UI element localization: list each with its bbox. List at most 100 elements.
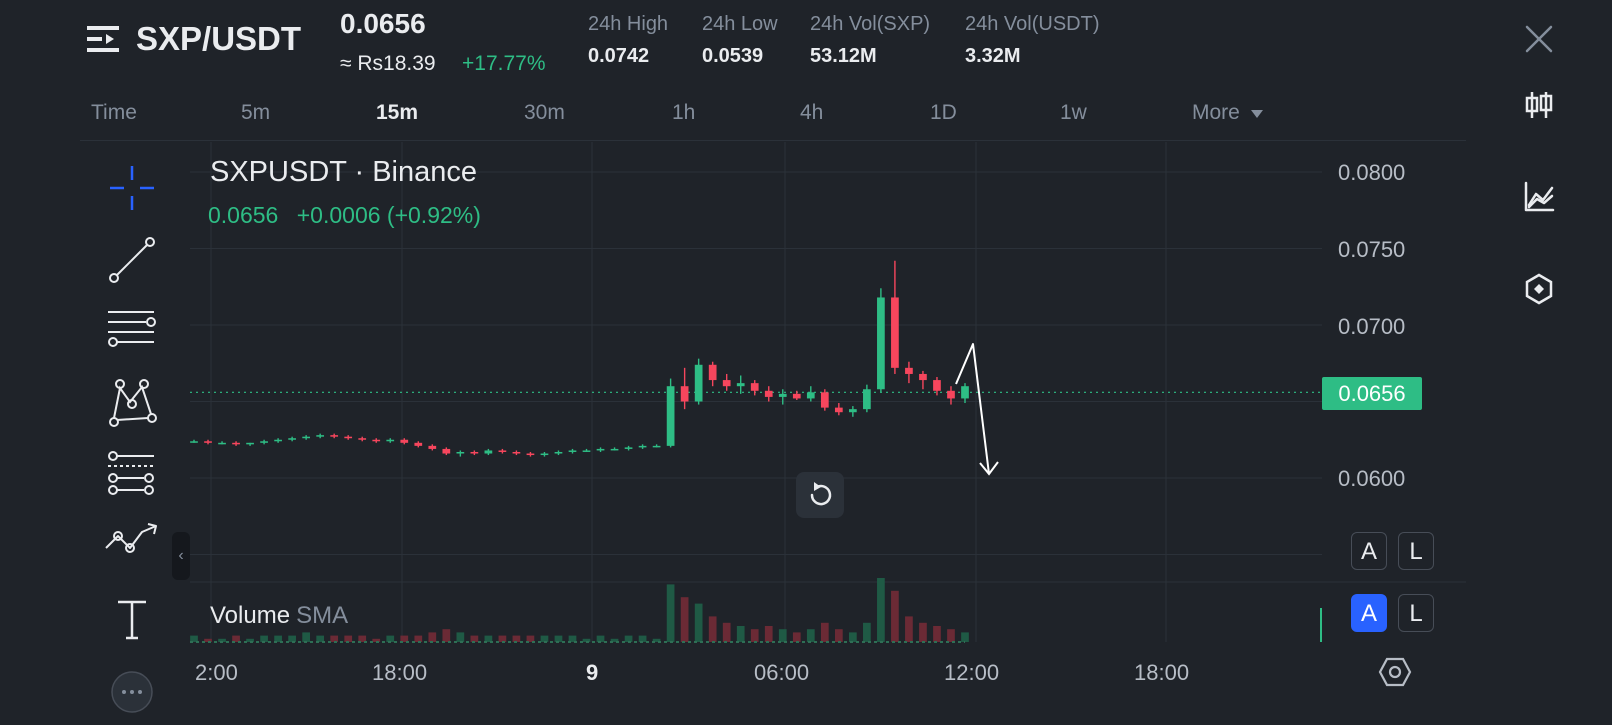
volume-bar [484,635,493,642]
volume-bar [330,635,339,642]
interval-1h[interactable]: 1h [672,101,696,124]
volume-bar [470,635,479,642]
hexagon-settings-icon[interactable] [1522,272,1556,306]
candle-body [834,407,843,413]
volume-bar [302,632,311,642]
legend-close: 0.0656 [208,202,279,228]
close-icon[interactable] [1524,24,1554,54]
stat-24h-low-label: 24h Low [702,13,778,35]
time-axis-tick: 12:00 [944,660,1000,685]
interval-divider [80,140,1466,141]
candle-body [848,409,857,413]
volume-bar [891,590,899,642]
volume-bar [316,635,325,642]
volume-bar [428,632,437,642]
volume-bar [610,638,619,642]
volume-bar [232,635,240,642]
reset-chart-button[interactable] [796,472,844,518]
interval-more[interactable]: More [1192,101,1264,125]
volume-bar [680,597,689,642]
interval-1w[interactable]: 1w [1060,101,1087,124]
candle-body [358,438,367,440]
volume-bar [778,629,787,642]
volume-bar [386,635,395,642]
collapse-toolbar-button[interactable]: ‹ [172,532,190,580]
candle-body [806,392,815,399]
volume-bar [820,622,829,642]
candle-body [246,442,254,445]
price-change-pct: +17.77% [462,52,546,75]
time-axis-tick: 18:00 [1134,660,1190,685]
candle-body [820,392,829,408]
volume-bar [204,638,212,642]
path-icon[interactable] [104,520,160,576]
auto-scale-button[interactable]: A [1351,532,1387,570]
candle-body [624,447,633,449]
candle-body [863,389,871,410]
chart-grid [190,142,1466,642]
candle-body [582,450,591,452]
chart-settings-icon[interactable] [1378,656,1412,688]
interval-1d[interactable]: 1D [930,101,957,124]
interval-15m[interactable]: 15m [376,101,419,124]
time-axis-tick: 9 [586,660,599,685]
candle-body [694,364,703,402]
candle-body [274,439,282,442]
pair-title[interactable]: SXP/USDT [136,20,302,57]
candle-body [764,390,773,397]
pattern-icon[interactable] [104,376,160,432]
candle-body [708,364,717,381]
candle-body [919,373,927,381]
volume-bar [961,632,969,642]
candle-body [666,386,675,446]
candle-body [905,367,913,374]
candle-body [204,441,212,443]
volume-bars [190,578,1322,643]
volume-bar [568,635,577,642]
volume-log-scale-button[interactable]: L [1398,594,1434,632]
volume-auto-scale-button[interactable]: A [1351,594,1387,632]
text-icon[interactable] [104,592,160,648]
interval-more-label: More [1192,101,1240,124]
candle-body [792,393,801,399]
volume-bar [933,626,941,642]
candle-body [638,445,647,448]
trend-line-icon[interactable] [104,232,160,288]
candle-body [498,450,507,452]
chart-ohlc-legend: 0.0656 +0.0006 (+0.92%) [208,202,493,229]
volume-bar [806,629,815,642]
candle-body [652,445,661,448]
volume-bar [905,616,913,642]
volume-bar [372,638,381,642]
interval-5m[interactable]: 5m [241,101,271,124]
candle-body [414,442,423,446]
candlestick-icon[interactable] [1522,88,1556,122]
volume-bar [694,603,703,642]
user-drawings [955,343,999,476]
volume-bar [919,622,927,642]
volume-bar [708,616,717,642]
price-inr: ≈ Rs18.39 [340,52,436,75]
candle-body [456,451,465,454]
interval-time[interactable]: Time [91,101,137,124]
indicator-chart-icon[interactable] [1522,180,1556,214]
candle-body [778,393,787,397]
interval-30m[interactable]: 30m [524,101,565,124]
horizontal-lines-icon[interactable] [104,304,160,360]
candle-body [386,439,395,442]
crosshair-icon[interactable] [104,160,160,216]
candle-body [484,450,493,454]
time-axis-tick: 06:00 [754,660,810,685]
chart-symbol-title: SXPUSDT · Binance [210,156,478,188]
volume-bar [218,638,226,642]
more-tools-icon[interactable] [104,664,160,720]
log-scale-button[interactable]: L [1398,532,1434,570]
menu-icon[interactable] [86,22,120,56]
fib-icon[interactable] [104,448,160,504]
interval-4h[interactable]: 4h [800,101,824,124]
time-axis-tick: 18:00 [372,660,428,685]
candle-body [512,451,521,454]
candle-body [610,448,619,451]
volume-legend-name: Volume [210,602,291,629]
